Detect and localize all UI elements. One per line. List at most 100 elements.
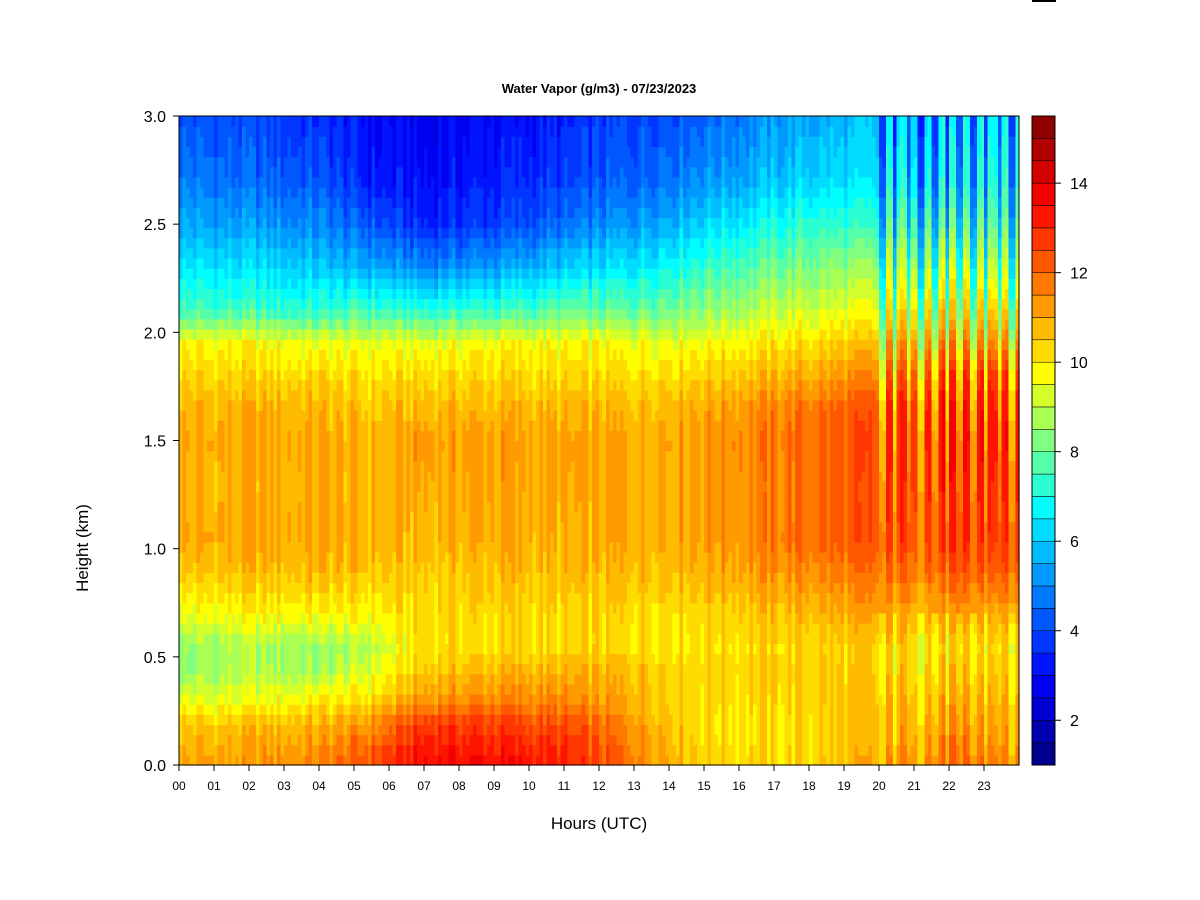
- heatmap-cell: [308, 572, 313, 584]
- heatmap-cell: [340, 460, 345, 472]
- heatmap-cell: [434, 521, 439, 533]
- heatmap-cell: [434, 592, 439, 604]
- heatmap-cell: [434, 754, 439, 766]
- heatmap-column: [396, 116, 401, 766]
- heatmap-cell: [242, 683, 247, 695]
- heatmap-cell: [427, 379, 432, 391]
- heatmap-cell: [336, 237, 341, 249]
- heatmap-cell: [340, 156, 345, 168]
- heatmap-cell: [259, 369, 264, 381]
- heatmap-cell: [179, 288, 184, 300]
- heatmap-cell: [364, 683, 369, 695]
- heatmap-cell: [445, 318, 450, 330]
- heatmap-cell: [242, 116, 247, 127]
- heatmap-cell: [259, 552, 264, 563]
- heatmap-cell: [242, 308, 247, 320]
- heatmap-cell: [361, 744, 366, 756]
- heatmap-cell: [305, 237, 310, 249]
- heatmap-cell: [410, 349, 415, 360]
- heatmap-cell: [315, 197, 320, 208]
- heatmap-cell: [396, 410, 401, 421]
- heatmap-cell: [396, 298, 401, 310]
- heatmap-cell: [361, 481, 366, 492]
- heatmap-cell: [347, 247, 352, 259]
- heatmap-cell: [224, 501, 229, 513]
- heatmap-cell: [420, 359, 425, 371]
- heatmap-cell: [368, 633, 373, 644]
- heatmap-cell: [319, 521, 324, 533]
- heatmap-cell: [284, 399, 289, 411]
- heatmap-cell: [326, 683, 331, 695]
- heatmap-cell: [287, 349, 292, 360]
- heatmap-cell: [301, 227, 306, 239]
- heatmap-cell: [350, 268, 355, 279]
- heatmap-cell: [266, 653, 271, 665]
- heatmap-cell: [382, 176, 387, 188]
- heatmap-cell: [343, 176, 348, 188]
- heatmap-cell: [196, 166, 201, 178]
- heatmap-cell: [319, 227, 324, 239]
- heatmap-cell: [193, 491, 198, 502]
- heatmap-cell: [329, 470, 334, 482]
- heatmap-cell: [420, 511, 425, 523]
- heatmap-cell: [245, 673, 250, 685]
- heatmap-cell: [242, 724, 247, 736]
- heatmap-cell: [210, 521, 215, 533]
- heatmap-cell: [249, 217, 254, 229]
- heatmap-cell: [256, 227, 261, 239]
- heatmap-cell: [270, 156, 275, 168]
- heatmap-cell: [410, 186, 415, 198]
- heatmap-cell: [235, 491, 240, 502]
- heatmap-cell: [420, 318, 425, 330]
- heatmap-cell: [347, 410, 352, 421]
- heatmap-cell: [410, 694, 415, 705]
- heatmap-cell: [196, 369, 201, 381]
- heatmap-cell: [364, 744, 369, 756]
- heatmap-cell: [364, 531, 369, 543]
- heatmap-cell: [424, 612, 429, 624]
- heatmap-cell: [396, 359, 401, 371]
- heatmap-cell: [266, 501, 271, 513]
- heatmap-cell: [186, 410, 191, 421]
- heatmap-cell: [389, 734, 394, 746]
- heatmap-cell: [340, 410, 345, 421]
- heatmap-cell: [242, 592, 247, 604]
- heatmap-cell: [284, 470, 289, 482]
- heatmap-cell: [396, 663, 401, 675]
- heatmap-cell: [427, 278, 432, 289]
- heatmap-cell: [196, 237, 201, 249]
- heatmap-cell: [364, 166, 369, 178]
- heatmap-cell: [329, 410, 334, 421]
- heatmap-cell: [280, 653, 285, 665]
- heatmap-cell: [434, 197, 439, 208]
- heatmap-cell: [252, 663, 257, 675]
- heatmap-cell: [371, 521, 376, 533]
- heatmap-cell: [287, 116, 292, 127]
- heatmap-cell: [403, 521, 408, 533]
- heatmap-cell: [378, 399, 383, 411]
- heatmap-cell: [235, 460, 240, 472]
- heatmap-cell: [329, 308, 334, 320]
- heatmap-cell: [333, 369, 338, 381]
- heatmap-cell: [417, 734, 422, 746]
- heatmap-cell: [273, 582, 278, 594]
- heatmap-cell: [375, 410, 380, 421]
- heatmap-cell: [441, 612, 446, 624]
- heatmap-cell: [350, 308, 355, 320]
- heatmap-cell: [396, 653, 401, 665]
- heatmap-cell: [361, 521, 366, 533]
- heatmap-cell: [214, 156, 219, 168]
- heatmap-cell: [238, 217, 243, 229]
- heatmap-cell: [224, 623, 229, 634]
- heatmap-cell: [200, 227, 205, 239]
- heatmap-cell: [354, 176, 359, 188]
- heatmap-cell: [308, 136, 313, 148]
- heatmap-cell: [382, 166, 387, 178]
- heatmap-cell: [217, 521, 222, 533]
- heatmap-cell: [392, 278, 397, 289]
- heatmap-cell: [231, 176, 236, 188]
- heatmap-cell: [375, 379, 380, 391]
- heatmap-cell: [263, 349, 268, 360]
- heatmap-cell: [280, 126, 285, 137]
- heatmap-cell: [420, 349, 425, 360]
